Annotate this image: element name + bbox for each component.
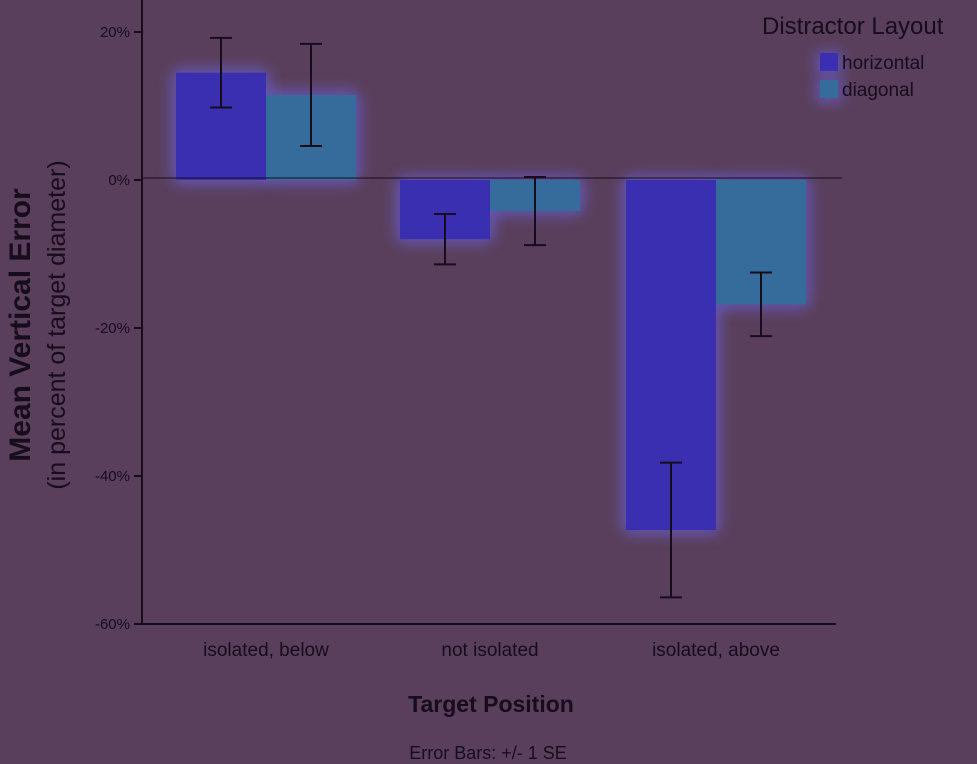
x-axis-title: Target Position	[408, 691, 574, 717]
legend-swatch-horizontal	[820, 53, 838, 71]
y-ticks: 20% 0% -20% -40% -60%	[95, 24, 142, 633]
y-tick-label: 20%	[100, 24, 130, 41]
legend-label-horizontal: horizontal	[842, 53, 924, 74]
bars-layer	[176, 72, 806, 531]
legend-label-diagonal: diagonal	[842, 80, 914, 101]
axes-layer	[141, 0, 842, 625]
y-axis-title: Mean Vertical Error	[4, 188, 37, 462]
legend-title: Distractor Layout	[762, 13, 944, 40]
y-tick-label: -40%	[95, 468, 130, 485]
y-tick-label: -60%	[95, 616, 130, 633]
legend-swatch-diagonal	[820, 80, 838, 98]
y-tick-label: 0%	[108, 172, 130, 189]
x-category-label: isolated, above	[652, 640, 780, 661]
y-tick-label: -20%	[95, 320, 130, 337]
x-category-label: isolated, below	[203, 640, 329, 661]
error-bars	[210, 36, 772, 599]
y-axis-subtitle: (in percent of target diameter)	[43, 160, 71, 489]
legend: Distractor Layout horizontal diagonal	[762, 13, 944, 104]
x-categories: isolated, below not isolated isolated, abo…	[203, 640, 780, 661]
error-bars-note: Error Bars: +/- 1 SE	[409, 743, 567, 763]
x-category-label: not isolated	[441, 640, 538, 661]
